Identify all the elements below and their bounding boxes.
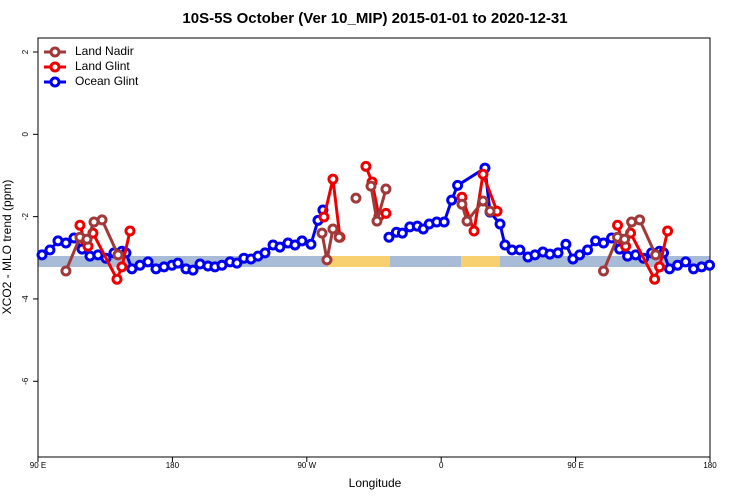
data-point [124,225,136,237]
legend-marker [49,46,61,58]
x-tick-label: 180 [703,461,717,470]
series-line [64,218,120,272]
data-point [446,194,458,206]
legend-label: Land Nadir [75,44,134,58]
data-point [172,257,184,269]
chart-title: 10S-5S October (Ver 10_MIP) 2015-01-01 t… [182,10,567,27]
data-point [383,231,395,243]
data-point [96,214,108,226]
data-point [371,215,383,227]
data-point [318,211,330,223]
series-line [602,218,658,272]
legend-label: Ocean Glint [75,74,139,88]
data-point [396,227,408,239]
data-point [380,207,392,219]
y-tick-label: -4 [21,295,30,303]
data-point [582,244,594,256]
data-point [704,259,716,271]
data-point [74,219,86,231]
data-point [365,180,377,192]
x-axis-label: Longitude [349,476,402,490]
data-point [81,233,93,245]
y-tick-label: 2 [21,49,30,54]
data-point [484,205,496,217]
land-band [328,256,390,267]
data-point [468,225,480,237]
data-point [574,249,586,261]
series-line [460,198,492,225]
y-tick-label: -2 [21,213,30,221]
land-ocean-band [38,256,710,267]
data-point [327,173,339,185]
x-tick-label: 90 E [567,461,583,470]
data-point [231,257,243,269]
data-point [649,273,661,285]
data-point [116,261,128,273]
data-point [494,218,506,230]
data-point [452,179,464,191]
land-band [461,256,500,267]
data-point [380,183,392,195]
data-point [680,256,692,268]
data-point [560,238,572,250]
data-point [598,265,610,277]
data-point [259,247,271,259]
data-point [327,223,339,235]
y-tick-label: -6 [21,377,30,385]
x-tick-label: 90 E [30,461,46,470]
data-point [438,216,450,228]
plot-frame [37,37,711,458]
data-point [316,227,328,239]
data-point [461,215,473,227]
data-point [36,249,48,261]
data-point [187,264,199,276]
data-point [654,261,666,273]
data-point [650,249,662,261]
x-tick-label: 180 [166,461,180,470]
series [60,180,662,277]
data-point [142,256,154,268]
data-point [477,195,489,207]
data-point [360,160,372,172]
data-point [612,219,624,231]
data-point [111,273,123,285]
legend-label: Land Glint [75,59,130,73]
y-axis-label: XCO2 - MLO trend (ppm) [0,180,14,315]
data-point [499,239,511,251]
data-point [477,168,489,180]
data-point [456,198,468,210]
data-point [296,235,308,247]
data-point [552,247,564,259]
data-point [333,231,345,243]
legend-marker [49,61,61,73]
data-point [112,249,124,261]
data-point [305,238,317,250]
data-point [619,233,631,245]
series [36,162,716,276]
data-point [60,237,72,249]
legend-marker [49,76,61,88]
data-point [60,265,72,277]
data-point [662,225,674,237]
x-tick-label: 90 W [297,461,316,470]
data-point [350,192,362,204]
data-point [274,241,286,253]
data-point [321,254,333,266]
data-point [598,237,610,249]
y-tick-label: 0 [21,132,30,137]
data-point [634,214,646,226]
data-point [44,244,56,256]
data-point [514,244,526,256]
x-tick-label: 0 [439,461,444,470]
